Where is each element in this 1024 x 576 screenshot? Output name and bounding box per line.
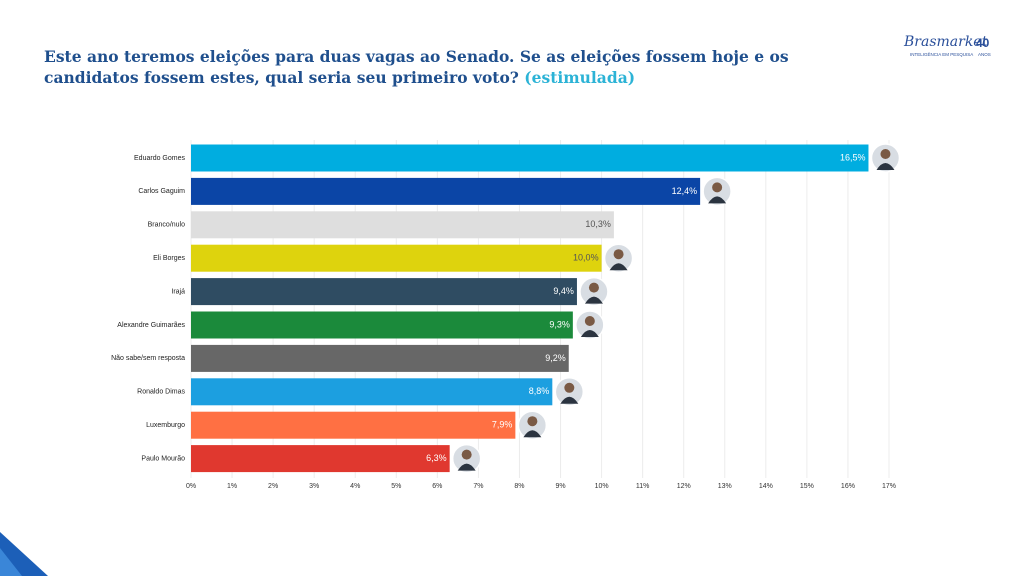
photo-head: [880, 149, 891, 159]
bar: [191, 211, 614, 239]
x-tick-label: 4%: [350, 483, 360, 490]
title-text: Este ano teremos eleições para duas vaga…: [44, 47, 789, 87]
x-tick-label: 8%: [514, 483, 524, 490]
photo-head: [613, 249, 624, 260]
x-tick-label: 15%: [800, 483, 814, 490]
x-tick-label: 11%: [636, 483, 650, 490]
bar: [191, 344, 569, 372]
category-label: Eli Borges: [153, 255, 185, 262]
photo-head: [584, 316, 595, 326]
x-tick-label: 12%: [677, 483, 691, 490]
value-label: 9,4%: [553, 286, 574, 296]
category-label: Paulo Mourão: [141, 455, 185, 462]
bar: [191, 445, 450, 473]
bar: [191, 378, 553, 406]
value-label: 8,8%: [529, 386, 550, 396]
photo-body: [580, 330, 599, 337]
x-tick-label: 2%: [268, 483, 278, 490]
x-tick-label: 6%: [432, 483, 442, 490]
bar: [191, 278, 577, 306]
bar: [191, 177, 701, 205]
value-label: 7,9%: [492, 420, 513, 430]
logo-name: Brasmarket: [903, 34, 988, 50]
x-tick-label: 10%: [595, 483, 609, 490]
photo-body: [609, 263, 628, 271]
category-label: Alexandre Guimarães: [117, 322, 185, 329]
bar: [191, 411, 516, 439]
category-label: Eduardo Gomes: [134, 155, 185, 162]
value-label: 10,3%: [585, 219, 611, 229]
logo-years: 40: [976, 36, 990, 50]
value-label: 16,5%: [840, 152, 866, 162]
x-tick-label: 17%: [882, 483, 896, 490]
category-label: Carlos Gaguim: [138, 188, 185, 195]
x-tick-label: 13%: [718, 483, 732, 490]
x-tick-label: 0%: [186, 483, 196, 490]
photo-head: [461, 449, 472, 460]
photo-body: [560, 396, 579, 404]
x-tick-label: 5%: [391, 483, 401, 490]
category-label: Ronaldo Dimas: [137, 389, 185, 396]
photo-body: [584, 296, 603, 304]
x-tick-label: 9%: [555, 483, 565, 490]
photo-head: [588, 282, 599, 293]
value-label: 12,4%: [672, 186, 698, 196]
photo-body: [457, 463, 476, 471]
title: Este ano teremos eleições para duas vaga…: [44, 46, 804, 88]
x-tick-label: 3%: [309, 483, 319, 490]
x-tick-label: 1%: [227, 483, 237, 490]
category-label: Irajá: [171, 288, 185, 295]
x-tick-label: 14%: [759, 483, 773, 490]
bar: [191, 144, 869, 172]
bar: [191, 244, 602, 272]
value-label: 6,3%: [426, 453, 447, 463]
photo-body: [523, 430, 542, 438]
logo: Brasmarket 40 INTELIGÊNCIA EM PESQUISA A…: [902, 30, 1002, 75]
subtitle: (estimulada): [524, 68, 636, 87]
photo-head: [527, 416, 538, 427]
value-label: 10,0%: [573, 253, 599, 263]
logo-tagline: INTELIGÊNCIA EM PESQUISA: [910, 50, 973, 57]
value-label: 9,3%: [549, 319, 570, 329]
photo-head: [712, 182, 723, 193]
corner-decoration: [0, 548, 22, 576]
category-label: Luxemburgo: [146, 422, 185, 429]
category-label: Branco/nulo: [148, 222, 185, 229]
photo-head: [564, 382, 575, 393]
bar: [191, 311, 573, 339]
photo-body: [708, 196, 727, 204]
value-label: 9,2%: [545, 353, 566, 363]
x-tick-label: 7%: [473, 483, 483, 490]
logo-years-word: ANOS: [978, 52, 991, 57]
x-tick-label: 16%: [841, 483, 855, 490]
category-label: Não sabe/sem resposta: [111, 355, 185, 362]
logo-graphic: Brasmarket 40 INTELIGÊNCIA EM PESQUISA A…: [903, 34, 991, 57]
photo-body: [876, 163, 895, 170]
